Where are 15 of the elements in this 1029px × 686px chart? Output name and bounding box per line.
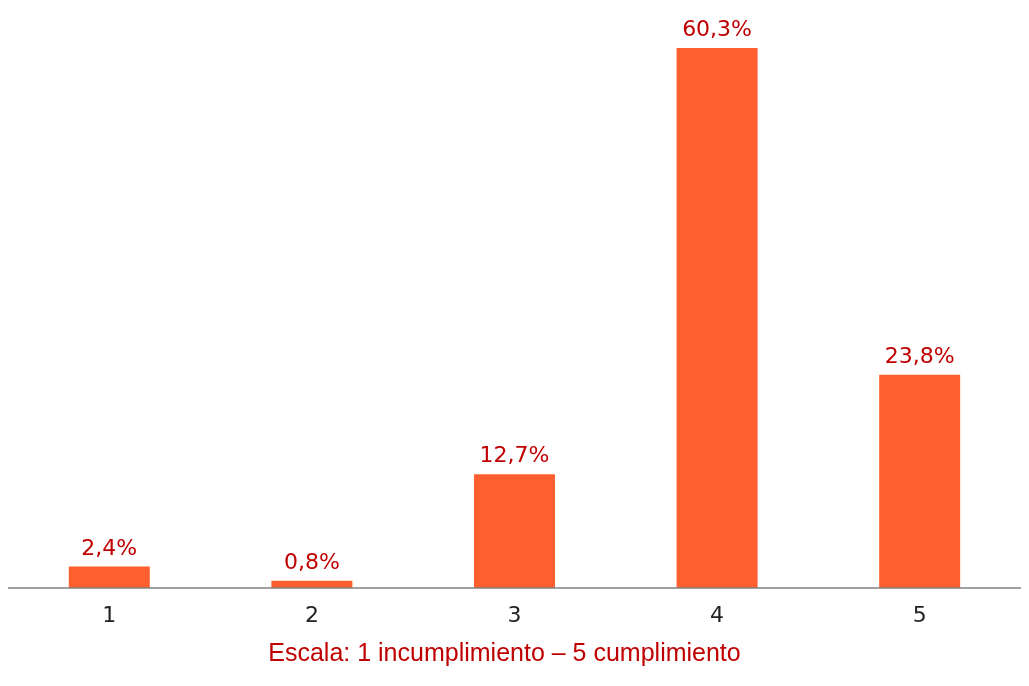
x-tick-label: 4 — [710, 601, 725, 627]
x-tick-label: 1 — [102, 601, 117, 627]
data-label: 12,7% — [479, 442, 550, 468]
data-label: 60,3% — [682, 16, 753, 41]
bar — [473, 474, 555, 588]
bar — [68, 566, 150, 588]
x-axis-title: Escala: 1 incumplimiento – 5 cumplimiento — [267, 638, 742, 667]
data-label: 23,8% — [884, 342, 955, 368]
x-tick-label: 2 — [304, 601, 319, 627]
data-label: 2,4% — [81, 534, 138, 560]
bar — [676, 48, 758, 588]
x-tick-label: 5 — [912, 601, 927, 627]
data-label: 0,8% — [283, 548, 340, 574]
bar — [879, 374, 961, 588]
x-tick-label: 3 — [507, 601, 522, 627]
